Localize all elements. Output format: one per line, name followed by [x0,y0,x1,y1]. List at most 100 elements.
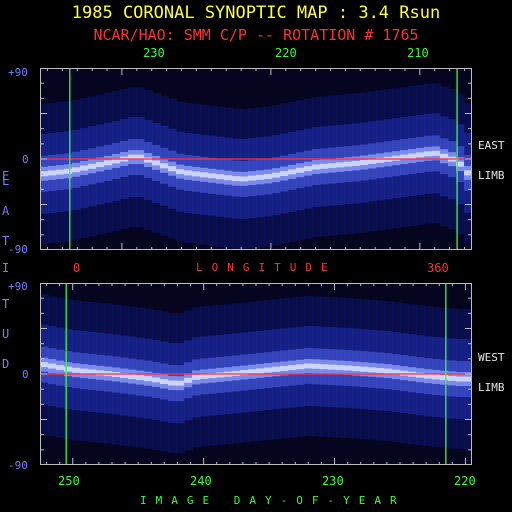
map-column [440,307,449,448]
map-column [272,105,281,246]
longitude-tick-0: 0 [73,261,81,275]
map-column [368,299,377,440]
map-column [128,87,137,228]
map-column [432,306,441,447]
map-column [152,309,161,450]
lat-tick-zero: 0 [22,153,29,166]
map-column [328,297,337,438]
map-column [48,296,57,437]
map-column [160,311,169,452]
map-column [320,96,329,237]
chart-subtitle: NCAR/HAO: SMM C/P -- ROTATION # 1765 [93,26,419,44]
map-column [216,106,225,247]
bottom-day-tick: 250 [58,474,80,488]
map-column [336,94,345,235]
latitude-letter: D [2,357,10,371]
map-column [456,94,465,235]
map-column [264,106,273,247]
map-column [232,108,241,249]
map-column [352,298,361,439]
map-column [352,93,361,234]
map-column [88,96,97,237]
map-column [256,300,265,441]
map-column [248,108,257,249]
map-column [168,98,177,239]
map-column [376,90,385,231]
map-column [176,313,185,454]
map-column [424,83,433,224]
map-column [432,83,441,224]
map-column [160,95,169,236]
map-column [216,304,225,445]
map-column [136,307,145,448]
map-column [248,301,257,442]
map-column [264,300,273,441]
map-column [376,300,385,441]
limb-label: LIMB [478,381,505,394]
map-column [344,297,353,438]
map-column [72,300,81,441]
map-column [232,303,241,444]
bottom-day-tick: 220 [454,474,476,488]
map-column [80,98,89,239]
map-column [256,107,265,248]
map-column [424,306,433,447]
map-column [192,103,201,244]
map-column [200,306,209,447]
map-column [392,302,401,443]
x-axis-label: IMAGE DAY-OF-YEAR [140,494,406,507]
map-column [184,310,193,451]
map-column [72,99,81,240]
lat-tick-top: +90 [8,66,28,79]
latitude-letter: T [2,297,10,311]
map-column [240,302,249,443]
map-column [464,309,472,450]
chart-title: 1985 CORONAL SYNOPTIC MAP : 3.4 Rsun [71,3,441,23]
map-column [208,305,217,446]
map-column [64,101,73,242]
map-column [152,92,161,233]
latitude-letter: U [2,327,10,341]
map-column [464,102,472,243]
map-column [224,107,233,248]
east-limb-map [40,68,472,250]
map-column [408,86,417,227]
map-column [56,102,65,243]
top-day-tick: 230 [143,46,165,60]
latitude-letter: T [2,234,10,248]
map-column [56,297,65,438]
map-column [392,88,401,229]
latitude-letter: I [2,261,10,275]
limb-label: LIMB [478,169,505,182]
latitude-letter: A [2,204,10,218]
longitude-axis-label: LONGITUDE [196,261,337,274]
map-column [144,308,153,449]
map-column [336,297,345,438]
east-limb-map-svg [40,68,472,250]
map-column [40,294,49,435]
map-column [136,87,145,228]
map-column [88,301,97,442]
map-column [176,101,185,242]
bottom-day-tick: 240 [190,474,212,488]
map-column [280,103,289,244]
map-column [272,299,281,440]
map-column [400,87,409,228]
latitude-letter: L [2,174,10,188]
lat-tick-bottom: -90 [8,459,28,472]
map-column [440,86,449,227]
lat-tick-zero: 0 [22,368,29,381]
map-column [384,301,393,442]
map-column [128,306,137,447]
map-column [240,108,249,249]
map-column [48,102,57,243]
lat-tick-top: +90 [8,280,28,293]
map-column [400,303,409,444]
west-limb-map [40,283,472,465]
map-column [304,295,313,436]
map-column [320,296,329,437]
map-column [288,101,297,242]
map-column [456,309,465,450]
top-day-tick: 220 [275,46,297,60]
map-column [208,105,217,246]
